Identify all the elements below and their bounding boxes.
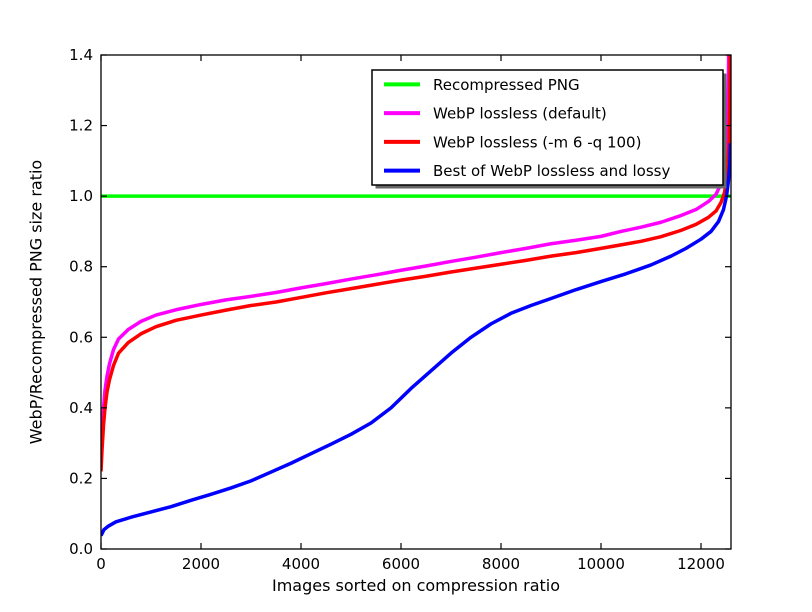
x-tick-label: 6000 (382, 555, 420, 573)
legend-label: Best of WebP lossless and lossy (433, 162, 670, 180)
legend-box (371, 69, 724, 186)
legend-item-webp-lossless-m-6-q-100: WebP lossless (-m 6 -q 100) (384, 133, 641, 151)
x-tick-label: 8000 (482, 555, 520, 573)
y-ticks: 0.0 0.2 0.4 0.6 0.8 1.0 1.2 1.4 (69, 46, 731, 558)
y-axis-label: WebP/Recompressed PNG size ratio (26, 159, 46, 445)
y-tick-label: 0.6 (69, 328, 93, 346)
legend-item-webp-lossless-default: WebP lossless (default) (384, 105, 607, 123)
legend: Recompressed PNG WebP lossless (default) W… (371, 69, 727, 189)
y-tick-label: 0.2 (69, 469, 93, 487)
y-tick-label: 1.2 (69, 117, 93, 135)
legend-label: WebP lossless (-m 6 -q 100) (433, 133, 641, 151)
legend-label: WebP lossless (default) (433, 105, 607, 123)
plot-area-border (100, 54, 732, 550)
y-tick-label: 1.4 (69, 46, 93, 64)
y-tick-label: 1.0 (69, 187, 93, 205)
x-axis-label: Images sorted on compression ratio (271, 576, 561, 595)
legend-label: Recompressed PNG (433, 76, 580, 94)
series-line-webp-lossless-m-6-q-100 (101, 55, 731, 472)
x-ticks: 0 2000 4000 6000 8000 10000 12000 (96, 55, 725, 573)
series-group (101, 55, 731, 537)
legend-item-recompressed-png: Recompressed PNG (384, 76, 580, 94)
y-tick-label: 0.0 (69, 540, 93, 558)
y-tick-label: 0.4 (69, 399, 93, 417)
series-line-webp-lossless-default (101, 55, 731, 454)
legend-item-best-of-webp-lossless-and-lossy: Best of WebP lossless and lossy (384, 162, 670, 180)
x-tick-label: 12000 (677, 555, 725, 573)
x-tick-label: 10000 (577, 555, 625, 573)
y-tick-label: 0.8 (69, 258, 93, 276)
x-tick-label: 0 (96, 555, 106, 573)
x-tick-label: 2000 (182, 555, 220, 573)
x-tick-label: 4000 (282, 555, 320, 573)
series-line-best-of-webp-lossless-and-lossy (101, 143, 731, 537)
